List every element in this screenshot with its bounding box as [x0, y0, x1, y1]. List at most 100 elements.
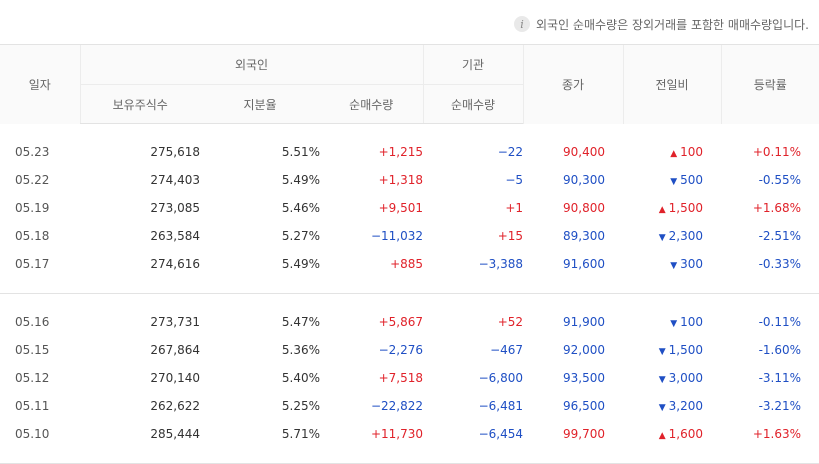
triangle-down-icon: ▼ [670, 177, 678, 187]
foreign-net-cell: −11,032 [370, 229, 424, 243]
header-holdings: 보유주식수 [79, 84, 200, 124]
group-divider [0, 292, 819, 294]
header-foreign: 외국인 [79, 44, 424, 85]
change-cell: ▲ 100 [623, 138, 721, 166]
table-row: 05.12 270,140 5.40% +7,518 −6,800 93,500 ▼ 3,00… [0, 364, 819, 392]
table-row: 05.10 285,444 5.71% +11,730 −6,454 99,700 ▲ 1,6… [0, 420, 819, 448]
inst-net-cell: −6,481 [478, 399, 524, 413]
ratio-cell: 5.71% [281, 427, 320, 441]
date-cell: 05.12 [15, 371, 50, 385]
inst-net-cell: −6,454 [478, 427, 524, 441]
change-value: 3,000 [668, 371, 704, 385]
ratio-cell: 5.51% [281, 145, 320, 159]
ratio-cell: 5.46% [281, 201, 320, 215]
holdings-cell: 273,085 [150, 201, 200, 215]
foreign-net-cell: +1,215 [378, 145, 424, 159]
header-rate: 등락률 [720, 44, 819, 124]
table-row: 05.16 273,731 5.47% +5,867 +52 91,900 ▼ 100 -0.1… [0, 308, 819, 336]
holdings-cell: 285,444 [150, 427, 200, 441]
ratio-cell: 5.49% [281, 173, 320, 187]
date-cell: 05.11 [15, 399, 50, 413]
header-change: 전일비 [622, 44, 722, 124]
date-cell: 05.15 [15, 343, 50, 357]
foreign-net-cell: +1,318 [378, 173, 424, 187]
foreign-net-cell: +11,730 [370, 427, 424, 441]
triangle-down-icon: ▼ [658, 233, 666, 243]
ratio-cell: 5.27% [281, 229, 320, 243]
date-cell: 05.19 [15, 201, 50, 215]
notice: i 외국인 순매수량은 장외거래를 포함한 매매수량입니다. [514, 14, 809, 34]
inst-net-cell: +1 [505, 201, 524, 215]
rate-cell: +1.63% [752, 427, 802, 441]
change-value: 100 [680, 145, 704, 159]
close-cell: 90,300 [563, 173, 606, 187]
rate-cell: -3.21% [758, 399, 802, 413]
holdings-cell: 263,584 [150, 229, 200, 243]
change-cell: ▼ 100 [623, 308, 721, 336]
foreign-net-cell: +9,501 [378, 201, 424, 215]
inst-net-cell: +15 [497, 229, 524, 243]
rate-cell: +0.11% [752, 145, 802, 159]
close-cell: 93,500 [563, 371, 606, 385]
triangle-down-icon: ▼ [658, 347, 666, 357]
rate-cell: -0.33% [758, 257, 802, 271]
header-institution: 기관 [422, 44, 524, 85]
close-cell: 91,600 [563, 257, 606, 271]
rate-cell: +1.68% [752, 201, 802, 215]
header-foreign-net: 순매수량 [320, 84, 424, 124]
rate-cell: -1.60% [758, 343, 802, 357]
table-row: 05.15 267,864 5.36% −2,276 −467 92,000 ▼ 1,500 -… [0, 336, 819, 364]
holdings-cell: 274,403 [150, 173, 200, 187]
inst-net-cell: −467 [490, 343, 524, 357]
inst-net-cell: +52 [497, 315, 524, 329]
foreign-net-cell: −2,276 [378, 343, 424, 357]
inst-net-cell: −3,388 [478, 257, 524, 271]
group-divider [0, 462, 819, 464]
rate-cell: -3.11% [758, 371, 802, 385]
ratio-cell: 5.49% [281, 257, 320, 271]
change-cell: ▲ 1,600 [623, 420, 721, 448]
rate-cell: -0.55% [758, 173, 802, 187]
table-row: 05.19 273,085 5.46% +9,501 +1 90,800 ▲ 1,500 +1.… [0, 194, 819, 222]
change-cell: ▼ 3,200 [623, 392, 721, 420]
change-cell: ▼ 3,000 [623, 364, 721, 392]
table-row: 05.11 262,622 5.25% −22,822 −6,481 96,500 ▼ 3,2… [0, 392, 819, 420]
inst-net-cell: −22 [497, 145, 524, 159]
inst-net-cell: −5 [505, 173, 524, 187]
ratio-cell: 5.47% [281, 315, 320, 329]
table-row: 05.23 275,618 5.51% +1,215 −22 90,400 ▲ 100 +0.1… [0, 138, 819, 166]
change-value: 100 [680, 315, 704, 329]
foreign-net-cell: −22,822 [370, 399, 424, 413]
holdings-cell: 274,616 [150, 257, 200, 271]
date-cell: 05.22 [15, 173, 50, 187]
close-cell: 89,300 [563, 229, 606, 243]
change-value: 300 [680, 257, 704, 271]
change-cell: ▼ 500 [623, 166, 721, 194]
inst-net-cell: −6,800 [478, 371, 524, 385]
header-close: 종가 [522, 44, 624, 124]
holdings-cell: 273,731 [150, 315, 200, 329]
header-date: 일자 [0, 44, 80, 124]
holdings-cell: 275,618 [150, 145, 200, 159]
change-cell: ▲ 1,500 [623, 194, 721, 222]
close-cell: 90,400 [563, 145, 606, 159]
ratio-cell: 5.40% [281, 371, 320, 385]
date-cell: 05.17 [15, 257, 50, 271]
info-icon[interactable]: i [514, 16, 530, 32]
change-cell: ▼ 2,300 [623, 222, 721, 250]
ratio-cell: 5.25% [281, 399, 320, 413]
table-row: 05.22 274,403 5.49% +1,318 −5 90,300 ▼ 500 -0.55… [0, 166, 819, 194]
rate-cell: -2.51% [758, 229, 802, 243]
notice-text: 외국인 순매수량은 장외거래를 포함한 매매수량입니다. [536, 17, 809, 32]
triangle-up-icon: ▲ [658, 205, 666, 215]
triangle-down-icon: ▼ [670, 261, 678, 271]
date-cell: 05.23 [15, 145, 50, 159]
triangle-up-icon: ▲ [670, 149, 678, 159]
triangle-down-icon: ▼ [658, 375, 666, 385]
triangle-down-icon: ▼ [670, 319, 678, 329]
change-cell: ▼ 1,500 [623, 336, 721, 364]
holdings-cell: 270,140 [150, 371, 200, 385]
foreign-net-cell: +885 [390, 257, 424, 271]
change-value: 1,500 [668, 201, 704, 215]
change-value: 3,200 [668, 399, 704, 413]
